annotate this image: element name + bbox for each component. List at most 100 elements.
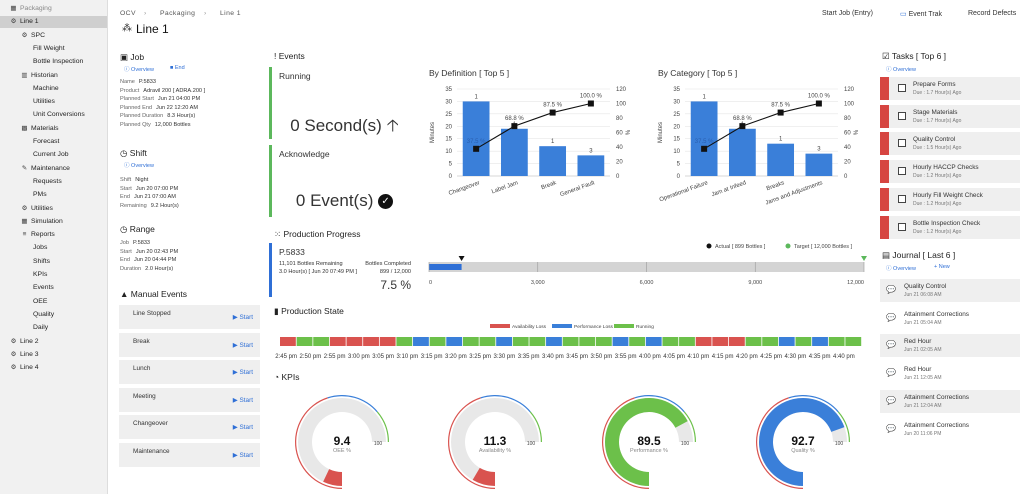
sidebar-item[interactable]: ⚙ Line 3 (0, 349, 39, 361)
sidebar-item[interactable]: Fill Weight (0, 43, 65, 55)
task-checkbox[interactable] (898, 139, 906, 148)
state-legend-swatch (614, 324, 634, 328)
breadcrumb-ocv[interactable]: OCV (120, 10, 136, 17)
progress-card: P.5833 11,101 Bottles Remaining 3.0 Hour… (269, 243, 417, 297)
sidebar-item[interactable]: ▦ Simulation (0, 216, 62, 228)
shift-overview-link[interactable]: ⓘ Overview (124, 161, 154, 169)
state-legend-swatch (490, 324, 510, 328)
sidebar-item[interactable]: Machine (0, 83, 59, 95)
sidebar-item[interactable]: Events (0, 282, 54, 294)
breadcrumb-packaging[interactable]: Packaging (160, 10, 196, 17)
journal-row[interactable]: 💬 Attainment Corrections Jun 21 12:04 AM (880, 389, 1020, 413)
state-time-label: 4:25 pm (760, 354, 782, 360)
task-due: Due : 1.5 Hour(s) Ago (913, 145, 962, 152)
state-segment (845, 337, 862, 346)
sidebar-item-label: Line 4 (20, 364, 39, 372)
sidebar-item[interactable]: ▦ Packaging (0, 3, 51, 15)
sidebar-item-label: KPIs (33, 271, 48, 278)
record-defects-link[interactable]: Record Defects (968, 10, 1017, 17)
actual-marker (458, 256, 465, 261)
sidebar-item[interactable]: ⚙ Line 4 (0, 362, 39, 374)
journal-row[interactable]: 💬 Attainment Corrections Jun 21 05:04 AM (880, 307, 1020, 330)
sidebar-item-label: Machine (33, 84, 59, 92)
sidebar-item[interactable]: ⚙ Utilities (0, 203, 53, 215)
sidebar-item[interactable]: ⚙ SPC (0, 30, 45, 42)
task-checkbox[interactable] (898, 194, 906, 203)
manual-event-start-button[interactable]: ▶ Start (233, 368, 253, 376)
state-time-label: 3:45 pm (566, 354, 588, 360)
info-value: Jun 20 04:44 PM (133, 257, 177, 263)
bar-label: 1 (474, 94, 478, 100)
task-row[interactable]: Stage Materials Due : 1.7 Hour(s) Ago (880, 104, 1020, 128)
sidebar-item[interactable]: OEE (0, 296, 47, 308)
category-label: Breaks (766, 180, 786, 192)
sidebar-item[interactable]: Requests (0, 176, 62, 188)
task-row[interactable]: Prepare Forms Due : 1.7 Hour(s) Ago (880, 77, 1020, 100)
task-row[interactable]: Hourly HACCP Checks Due : 1.2 Hour(s) Ago (880, 160, 1020, 184)
sidebar-item[interactable]: Forecast (0, 136, 59, 148)
sidebar-item[interactable]: Daily (0, 322, 48, 334)
journal-overview-link[interactable]: ⓘ Overview (886, 264, 916, 272)
job-end-link[interactable]: ■ End (170, 65, 185, 71)
target-marker (861, 256, 867, 261)
journal-row[interactable]: 💬 Attainment Corrections Jun 20 11:06 PM (880, 418, 1020, 441)
info-value: Jun 22 12:20 AM (156, 104, 199, 111)
task-row[interactable]: Quality Control Due : 1.5 Hour(s) Ago (880, 132, 1020, 156)
task-checkbox[interactable] (898, 84, 906, 92)
journal-new-link[interactable]: + New (934, 264, 950, 270)
manual-event-start-button[interactable]: ▶ Start (233, 313, 253, 321)
category-label: General Fault (559, 180, 596, 198)
sidebar-item[interactable]: KPIs (0, 269, 47, 281)
sidebar-item[interactable]: ▩ Materials (0, 123, 58, 135)
manual-event-start-button[interactable]: ▶ Start (233, 451, 253, 459)
state-segment (728, 337, 745, 346)
sidebar-item[interactable]: Bottle Inspection (0, 56, 83, 68)
manual-event-label: Maintenance (133, 448, 170, 455)
sidebar-item[interactable]: Shifts (0, 256, 50, 268)
manual-event-start-button[interactable]: ▶ Start (233, 341, 253, 349)
y-tick-label: 35 (445, 87, 452, 93)
y-tick-label: 10 (673, 149, 680, 155)
clock-icon: ◷ (120, 224, 128, 234)
progress-pct: 7.5 % (380, 278, 411, 292)
manual-event-start-button[interactable]: ▶ Start (233, 423, 253, 431)
gauge-max-label: 100 (527, 441, 536, 447)
task-checkbox[interactable] (898, 167, 906, 176)
journal-row[interactable]: 💬 Red Hour Jun 21 02:05 AM (880, 334, 1020, 358)
sidebar-item[interactable]: Jobs (0, 242, 47, 254)
journal-row[interactable]: 💬 Red Hour Jun 21 12:05 AM (880, 362, 1020, 385)
task-checkbox[interactable] (898, 222, 906, 231)
task-checkbox[interactable] (898, 111, 906, 120)
sidebar-item-label: Bottle Inspection (33, 58, 84, 66)
sidebar-item[interactable]: ✎ Maintenance (0, 163, 70, 175)
sidebar-item[interactable]: Utilities (0, 96, 55, 108)
start-job-link[interactable]: Start Job (Entry) (822, 10, 873, 17)
sidebar-item[interactable]: PMs (0, 189, 47, 201)
journal-row[interactable]: 💬 Quality Control Jun 21 06:08 AM (880, 279, 1020, 302)
grid-icon: ▦ (21, 217, 28, 225)
sidebar-item[interactable]: Unit Conversions (0, 109, 85, 121)
sidebar-item[interactable]: ≡ Reports (0, 229, 55, 241)
tasks-overview-link[interactable]: ⓘ Overview (886, 65, 916, 73)
job-title: Job (130, 52, 145, 62)
state-time-label: 4:00 pm (639, 354, 661, 360)
state-legend-label: Performance Loss (574, 324, 614, 330)
task-row[interactable]: Hourly Fill Weight Check Due : 1.2 Hour(s… (880, 187, 1020, 211)
sidebar-item[interactable]: ⚙ Line 2 (0, 336, 39, 348)
category-label: Changeover (448, 180, 481, 197)
sidebar-item[interactable]: Quality (0, 309, 54, 321)
progress-remaining: 11,101 Bottles Remaining (279, 261, 343, 267)
manual-event-row: Changeover ▶ Start (119, 415, 260, 440)
info-row: Planned Qty 12,000 Bottles (120, 122, 191, 128)
job-overview-link[interactable]: ⓘ Overview (124, 65, 154, 73)
sidebar-item[interactable]: ▥ Historian (0, 70, 57, 82)
task-name: Hourly HACCP Checks (913, 164, 979, 172)
sidebar-item[interactable]: ⚙ Line 1 (0, 16, 107, 29)
manual-event-start-button[interactable]: ▶ Start (233, 396, 253, 404)
sidebar-item[interactable]: Current Job (0, 149, 69, 161)
event-trak-link[interactable]: ▭ Event Trak (900, 10, 942, 18)
sidebar-item-label: Fill Weight (33, 44, 65, 52)
y-tick-label: 15 (673, 137, 680, 143)
info-row: Job P.5833 (120, 240, 150, 246)
task-row[interactable]: Bottle Inspection Check Due : 1.2 Hour(s)… (880, 215, 1020, 239)
